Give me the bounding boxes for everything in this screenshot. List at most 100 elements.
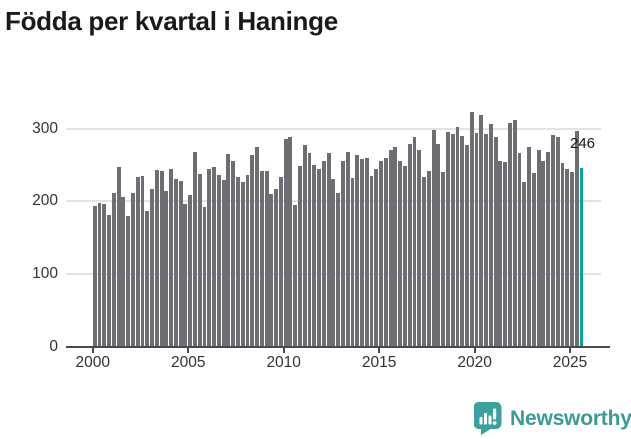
bar bbox=[369, 175, 374, 347]
x-axis-tick-2010 bbox=[282, 348, 285, 353]
y-axis-label-300: 300 bbox=[32, 119, 58, 137]
bar bbox=[250, 154, 255, 347]
bar bbox=[97, 202, 102, 347]
bar bbox=[565, 168, 570, 347]
bar bbox=[484, 134, 489, 347]
bar bbox=[541, 161, 546, 347]
highlight-value-label: 246 bbox=[570, 135, 596, 152]
bar bbox=[298, 166, 302, 347]
bar bbox=[312, 164, 317, 347]
bar bbox=[360, 159, 364, 347]
bar bbox=[474, 132, 479, 347]
bar bbox=[445, 132, 450, 347]
bar bbox=[570, 172, 574, 347]
brand-name: Newsworthy bbox=[510, 406, 631, 430]
bar bbox=[412, 137, 417, 347]
bar-highlighted bbox=[579, 167, 584, 347]
bar bbox=[517, 153, 522, 347]
newsworthy-logo: Newsworthy bbox=[474, 402, 631, 435]
bar bbox=[92, 205, 97, 347]
bar bbox=[403, 165, 407, 347]
bar bbox=[374, 169, 379, 347]
x-axis-label-2000: 2000 bbox=[75, 354, 111, 371]
bar bbox=[512, 120, 517, 347]
bar bbox=[216, 175, 221, 347]
bar bbox=[317, 168, 321, 347]
bar bbox=[503, 162, 508, 347]
bar bbox=[169, 168, 174, 347]
bar bbox=[255, 146, 259, 347]
x-axis-label-2015: 2015 bbox=[361, 354, 397, 371]
newsworthy-bar-chart-bubble-icon bbox=[474, 402, 502, 435]
bar bbox=[488, 124, 493, 347]
bar bbox=[226, 153, 231, 347]
x-axis-line bbox=[66, 346, 610, 348]
bar bbox=[455, 127, 460, 347]
bar bbox=[546, 151, 551, 347]
bar bbox=[245, 175, 250, 347]
bar bbox=[302, 145, 307, 347]
bar bbox=[178, 180, 183, 347]
bar bbox=[111, 193, 116, 347]
bar bbox=[183, 203, 188, 347]
bar bbox=[550, 135, 555, 347]
bar bbox=[197, 173, 202, 347]
x-axis-label-2020: 2020 bbox=[457, 354, 492, 371]
bar bbox=[355, 154, 360, 347]
bar bbox=[479, 114, 484, 347]
bar bbox=[441, 172, 446, 347]
bar bbox=[536, 149, 541, 347]
bar bbox=[407, 143, 412, 347]
bar bbox=[102, 204, 107, 347]
bar bbox=[431, 129, 436, 347]
x-axis-tick-2005 bbox=[187, 348, 190, 353]
bar bbox=[383, 157, 388, 347]
bar bbox=[393, 147, 398, 347]
y-axis-label-0: 0 bbox=[49, 338, 58, 355]
bar bbox=[340, 161, 345, 347]
x-axis-tick-2000 bbox=[91, 348, 94, 353]
bar bbox=[555, 137, 560, 347]
bar bbox=[398, 160, 403, 347]
bar bbox=[288, 137, 293, 347]
y-axis-label-100: 100 bbox=[32, 265, 58, 283]
bar bbox=[274, 188, 279, 347]
x-axis-label-2010: 2010 bbox=[266, 354, 301, 371]
bar bbox=[126, 215, 131, 347]
bar bbox=[207, 169, 212, 347]
bar bbox=[422, 176, 426, 347]
bar bbox=[278, 176, 283, 347]
bar bbox=[264, 170, 269, 347]
bar bbox=[269, 194, 274, 347]
bar bbox=[235, 177, 240, 347]
bar bbox=[493, 136, 498, 347]
bar bbox=[116, 167, 121, 347]
bar bbox=[531, 172, 536, 347]
bar bbox=[283, 139, 288, 347]
bar bbox=[259, 171, 264, 347]
bar bbox=[522, 181, 527, 347]
x-axis-tick-2025 bbox=[569, 348, 572, 353]
bar bbox=[321, 161, 326, 347]
bar bbox=[293, 204, 298, 347]
bar bbox=[130, 193, 135, 347]
x-axis-tick-2020 bbox=[473, 348, 476, 353]
y-axis-label-200: 200 bbox=[32, 192, 58, 210]
bar bbox=[164, 191, 169, 347]
bar bbox=[173, 178, 178, 347]
x-axis-label-2025: 2025 bbox=[552, 354, 588, 371]
bar bbox=[121, 196, 126, 347]
bar bbox=[107, 215, 111, 347]
bar bbox=[417, 150, 422, 347]
plot-area: 0 100 200 300 2000 2005 2010 2015 2020 2025 246 bbox=[32, 111, 610, 371]
bar bbox=[560, 163, 565, 347]
bar bbox=[426, 171, 431, 347]
bar bbox=[212, 167, 216, 347]
bar bbox=[331, 179, 336, 347]
bar bbox=[364, 157, 369, 347]
bar bbox=[345, 151, 350, 347]
bar bbox=[465, 144, 469, 347]
bar bbox=[527, 146, 531, 347]
bar bbox=[135, 177, 140, 347]
chart-title: Födda per kvartal i Haninge bbox=[5, 6, 338, 36]
